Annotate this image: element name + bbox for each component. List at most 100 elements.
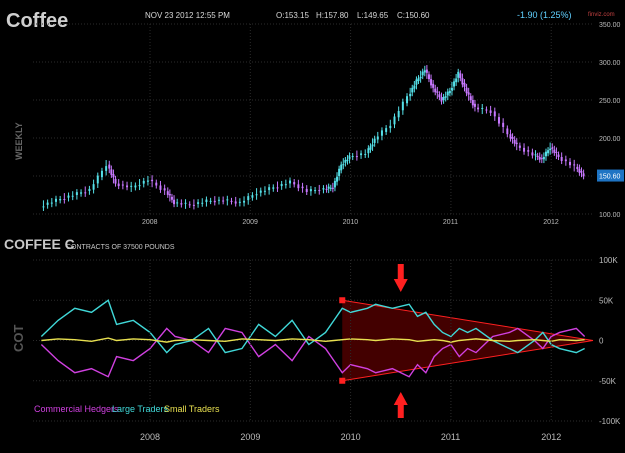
candle-body	[289, 180, 292, 184]
candle-body	[134, 185, 137, 188]
candle-body	[427, 74, 430, 80]
candle-body	[226, 199, 229, 201]
candle-body	[544, 151, 547, 157]
close-value: C:150.60	[397, 11, 430, 20]
candle-body	[276, 187, 279, 189]
annotation-marker-bottom	[339, 377, 346, 384]
candle-body	[151, 179, 154, 182]
price-axis: 350.00300.00250.00200.00150.00100.00150.…	[597, 22, 624, 219]
candle-body	[230, 200, 233, 202]
candle-body	[389, 125, 392, 129]
candle-body	[355, 156, 358, 158]
candle-body	[42, 206, 45, 208]
candle-body	[84, 192, 87, 194]
candle-body	[448, 90, 451, 94]
candle-body	[493, 111, 496, 117]
cot-tick-label: 50K	[599, 296, 614, 305]
candle-body	[159, 185, 162, 190]
candle-body	[351, 156, 354, 158]
candle-body	[453, 81, 456, 87]
candle-body	[461, 78, 464, 85]
candle-body	[469, 96, 472, 100]
brand-watermark: finviz.com	[588, 12, 615, 18]
chart-title: Coffee	[6, 10, 68, 32]
candle-body	[54, 198, 57, 202]
candle-body	[247, 196, 250, 201]
candle-body	[419, 76, 422, 79]
candle-body	[534, 154, 537, 156]
candle-body	[542, 157, 545, 160]
high-value: H:157.80	[316, 11, 349, 20]
candle-body	[173, 199, 176, 205]
price-grid	[33, 23, 593, 215]
candle-body	[457, 71, 460, 78]
candle-body	[340, 164, 343, 171]
candle-body	[409, 93, 412, 97]
candle-body	[511, 137, 514, 140]
cot-axis: 100K 50K 0 -50K -100K	[599, 256, 621, 426]
candle-body	[538, 157, 541, 160]
candle-body	[110, 169, 113, 175]
candle-body	[322, 188, 325, 190]
candle-body	[560, 157, 563, 161]
low-value: L:149.65	[357, 11, 389, 20]
candle-body	[163, 188, 166, 191]
cot-title: COFFEE C	[4, 236, 75, 252]
candle-body	[201, 202, 204, 204]
price-x-tick-label: 2012	[543, 219, 559, 226]
candle-body	[406, 96, 409, 104]
candle-body	[138, 185, 141, 187]
price-x-tick-label: 2009	[242, 219, 258, 226]
candle-body	[209, 200, 212, 202]
candle-body	[63, 198, 66, 200]
candle-body	[59, 198, 62, 201]
candle-body	[463, 82, 466, 87]
last-price-label: 150.60	[599, 174, 621, 181]
candle-body	[268, 187, 271, 191]
candle-body	[301, 186, 304, 189]
candle-body	[263, 190, 266, 192]
candle-body	[75, 192, 78, 195]
candle-body	[100, 170, 103, 178]
candle-body	[130, 185, 133, 187]
candle-body	[557, 154, 560, 157]
candle-body	[344, 160, 347, 163]
candles	[42, 65, 585, 211]
candle-body	[531, 152, 534, 156]
price-x-axis: 2008 2009 2010 2011 2012	[142, 24, 559, 226]
cot-x-axis: 2008 2009 2010 2011 2012	[140, 260, 561, 442]
candle-body	[425, 69, 428, 73]
candle-body	[331, 187, 334, 189]
candle-body	[423, 70, 426, 73]
candle-body	[513, 139, 516, 144]
chart-date: NOV 23 2012 12:55 PM	[145, 11, 230, 20]
candle-body	[540, 158, 543, 160]
price-tick-label: 250.00	[599, 98, 621, 105]
candle-body	[255, 194, 258, 196]
candle-body	[411, 87, 414, 93]
price-x-tick-label: 2010	[343, 219, 359, 226]
candle-body	[188, 204, 191, 206]
open-value: O:153.15	[276, 11, 309, 20]
candle-body	[553, 149, 556, 153]
candle-body	[180, 203, 183, 205]
candle-body	[46, 202, 49, 205]
candle-body	[126, 185, 129, 188]
cot-x-tick-label: 2012	[541, 432, 561, 442]
legend-large: Large Traders	[112, 404, 169, 414]
candle-body	[222, 200, 225, 202]
candle-body	[114, 178, 117, 184]
candle-body	[434, 88, 437, 93]
arrow-up	[393, 392, 408, 418]
candle-body	[96, 175, 99, 184]
candle-body	[197, 202, 200, 204]
candle-body	[50, 202, 53, 204]
candle-body	[573, 164, 576, 166]
cot-subtitle: CONTRACTS OF 37500 POUNDS	[66, 244, 175, 251]
candle-body	[380, 130, 383, 136]
candle-body	[385, 128, 388, 132]
candle-body	[280, 183, 283, 187]
candle-body	[272, 187, 275, 189]
candle-body	[582, 173, 585, 177]
